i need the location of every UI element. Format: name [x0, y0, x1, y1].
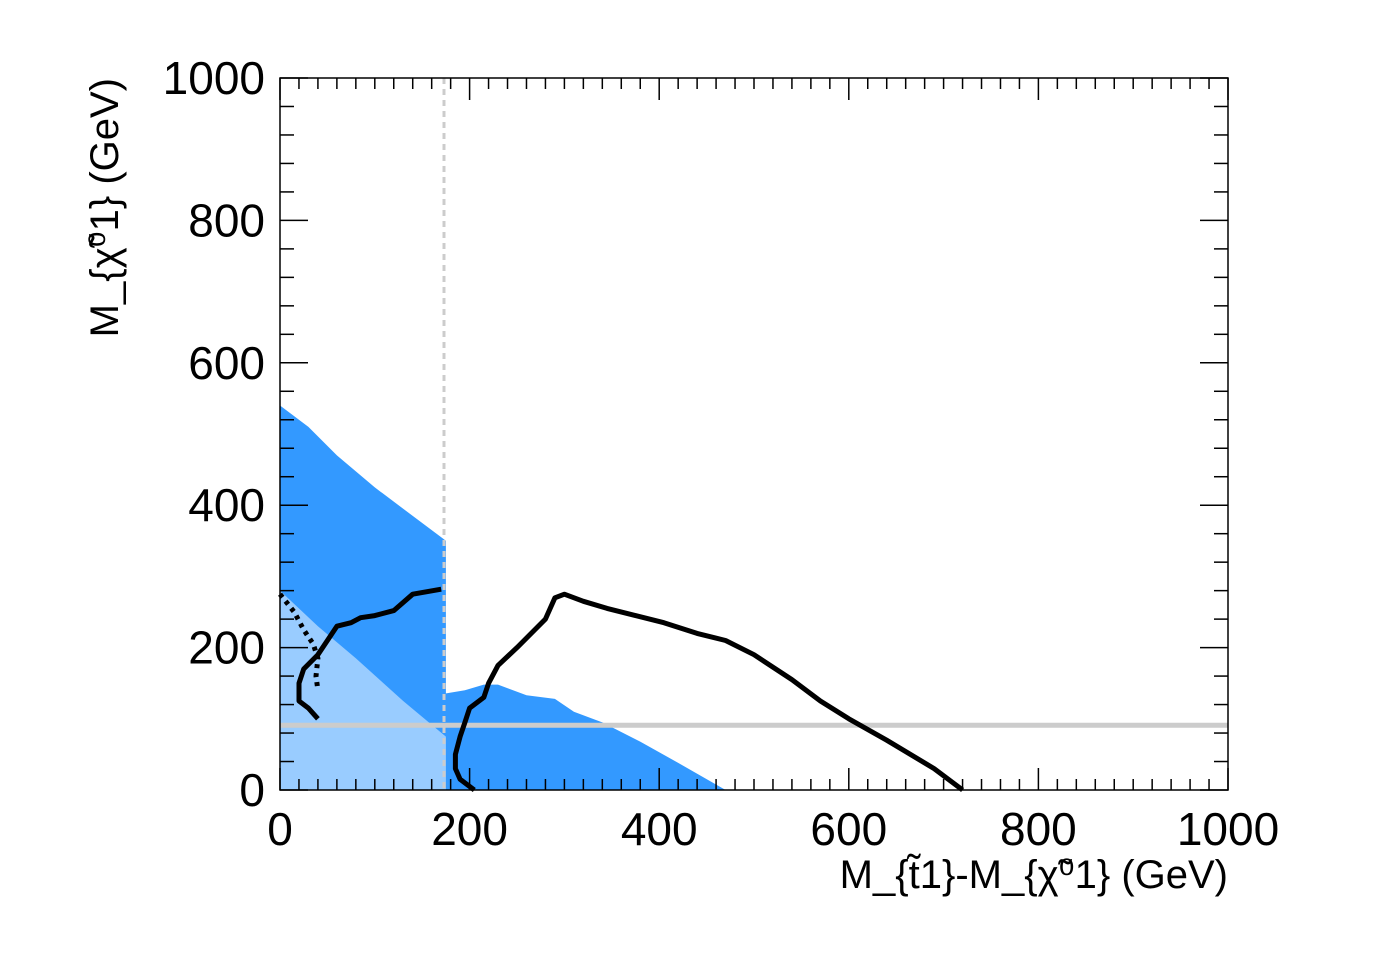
- excluded-region-2: [280, 590, 446, 790]
- axis-ticks: [279, 77, 1229, 791]
- x-tick-label: 200: [431, 803, 508, 855]
- y-tick-label: 800: [188, 194, 265, 246]
- reference-lines-layer: [280, 78, 1228, 790]
- y-tick-labels: 0 200 400 600 800 1000: [163, 52, 265, 816]
- y-tick-label: 600: [188, 337, 265, 389]
- x-tick-label: 1000: [1177, 803, 1279, 855]
- contours-layer: [278, 586, 965, 792]
- x-tick-label: 400: [621, 803, 698, 855]
- regions-layer: [280, 405, 726, 790]
- x-axis-label: M_{t̃1}-M_{χ̃⁰1} (GeV): [840, 853, 1228, 897]
- expected-contour-6: [278, 592, 321, 691]
- y-axis-label: M_{χ̃⁰1} (GeV): [83, 78, 127, 337]
- exclusion-contour-5: [296, 586, 442, 721]
- exclusion-contour-7: [452, 591, 965, 792]
- y-tick-label: 200: [188, 622, 265, 674]
- x-tick-label: 800: [1000, 803, 1077, 855]
- x-tick-label: 0: [267, 803, 293, 855]
- y-tick-label: 1000: [163, 52, 265, 104]
- excluded-region-1: [443, 684, 726, 790]
- x-tick-labels: 0 200 400 600 800 1000: [267, 803, 1279, 855]
- x-tick-label: 600: [810, 803, 887, 855]
- y-tick-label: 400: [188, 479, 265, 531]
- y-tick-label: 0: [239, 764, 265, 816]
